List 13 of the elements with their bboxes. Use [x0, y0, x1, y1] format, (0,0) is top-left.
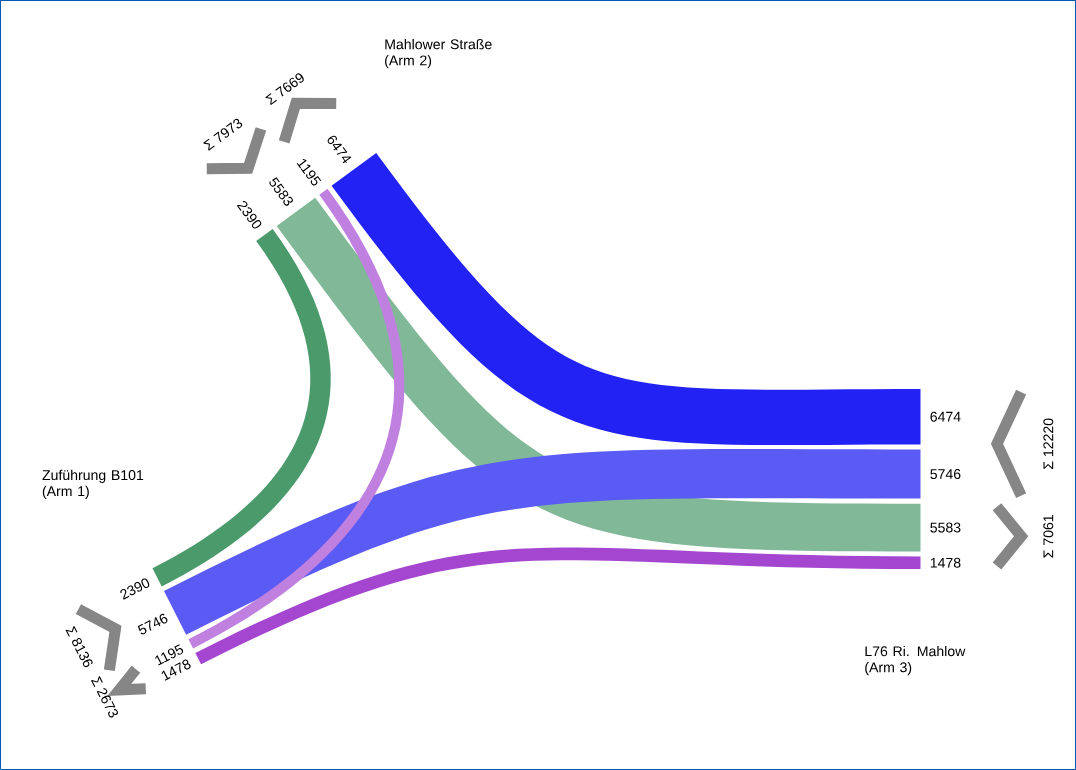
- data-label: 1478: [930, 557, 961, 568]
- data-label: 5746: [137, 613, 168, 635]
- text: Σ 2673: [91, 676, 118, 718]
- category-label: Zuführung B101 (Arm 1): [42, 469, 144, 499]
- data-label: 5746: [930, 469, 961, 480]
- data-label: 6474: [930, 411, 961, 422]
- category-label: L76 Ri. Mahlow (Arm 3): [865, 645, 966, 676]
- category-label: Mahlower Straße (Arm 2): [385, 38, 492, 69]
- data-label: 5583: [930, 522, 961, 533]
- data-label: 2390: [120, 578, 150, 600]
- text: Σ 8136: [65, 625, 93, 668]
- text: Σ 12220: [1043, 418, 1054, 469]
- text: Σ 7061: [1043, 515, 1054, 558]
